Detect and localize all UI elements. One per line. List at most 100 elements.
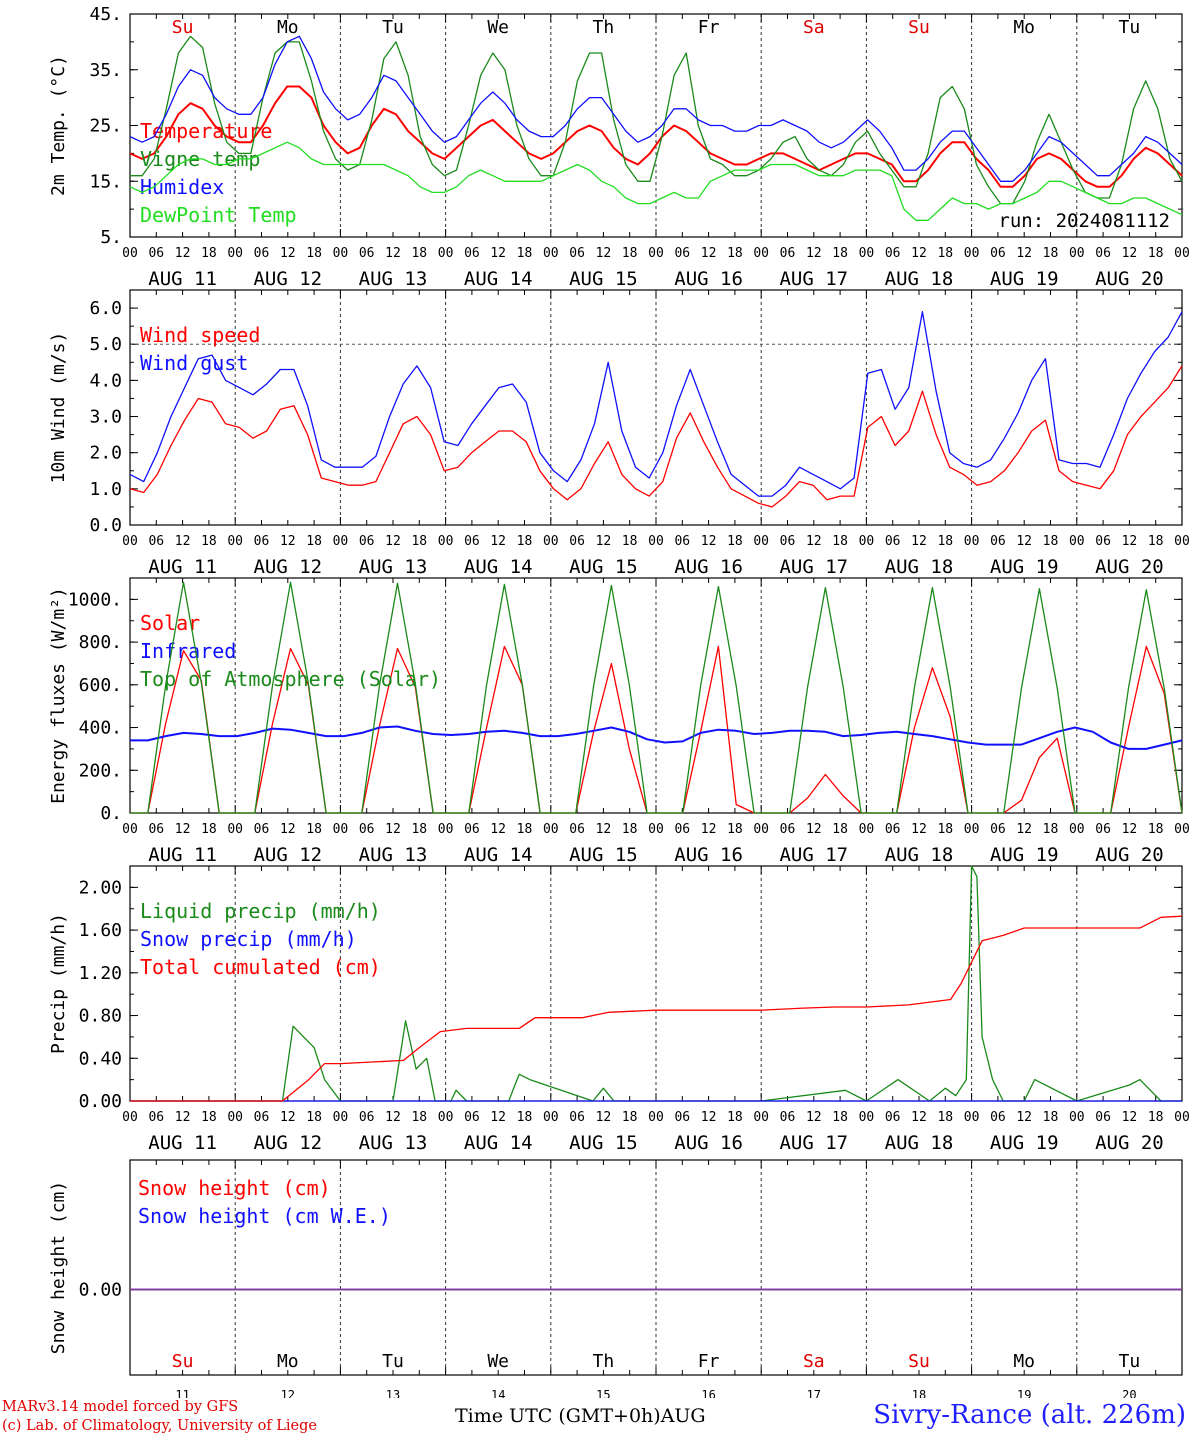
hour-tick-label: 18: [306, 534, 322, 549]
hour-tick-label: 06: [780, 246, 796, 261]
hour-tick-label: 00: [1174, 534, 1190, 549]
meteogram-chart: 5. 15. 25. 35. 45. 2m Temp. (°C) 00 06 12 18 AUG 1…: [48, 4, 1190, 1398]
hour-tick-label: 12: [175, 822, 191, 837]
hour-tick-label: 06: [885, 822, 901, 837]
hour-tick-label: 06: [990, 246, 1006, 261]
hour-tick-label: 18: [832, 1110, 848, 1125]
day-name: Su: [172, 1351, 194, 1372]
date-label: AUG 18: [885, 556, 954, 578]
y-tick-label: 600.: [79, 675, 122, 696]
run-label: run: 2024081112: [998, 210, 1170, 232]
y-tick-label: 0.: [100, 803, 122, 824]
date-label: AUG 20: [1095, 268, 1164, 290]
hour-tick-label: 18: [201, 534, 217, 549]
y-tick-label: 1.0: [89, 479, 122, 500]
y-tick-label: 25.: [89, 116, 122, 137]
hour-tick-label: 00: [1069, 534, 1085, 549]
hour-tick-label: 00: [438, 822, 454, 837]
day-name: Sa: [803, 17, 825, 38]
hour-tick-label: 00: [227, 534, 243, 549]
hour-tick-label: 18: [1148, 1110, 1164, 1125]
hour-tick-label: 18: [937, 1110, 953, 1125]
time-axis-label: Time UTC (GMT+0h)AUG: [455, 1405, 706, 1427]
hour-tick-label: 12: [385, 1110, 401, 1125]
y-tick-label: 0.40: [79, 1048, 122, 1069]
hour-tick-label: 12: [175, 1110, 191, 1125]
hour-tick-label: 12: [701, 246, 717, 261]
date-label: AUG 17: [779, 268, 848, 290]
hour-tick-label: 06: [674, 246, 690, 261]
hour-tick-label: 18: [411, 534, 427, 549]
y-tick-label: 6.0: [89, 298, 122, 319]
series-line: [129, 141, 1183, 221]
y-axis-label: Precip (mm/h): [48, 913, 69, 1054]
footer-credits: MARv3.14 model forced by GFS (c) Lab. of…: [2, 1398, 317, 1436]
hour-tick-label: 18: [727, 246, 743, 261]
day-number: 18: [912, 1388, 926, 1398]
hour-tick-label: 00: [753, 246, 769, 261]
hour-tick-label: 18: [622, 246, 638, 261]
hour-tick-label: 00: [543, 534, 559, 549]
hour-tick-label: 18: [411, 822, 427, 837]
legend-label: Wind gust: [140, 351, 248, 375]
legend-label: Infrared: [140, 639, 236, 663]
hour-tick-label: 12: [175, 246, 191, 261]
hour-tick-label: 00: [859, 534, 875, 549]
hour-tick-label: 00: [753, 1110, 769, 1125]
date-label: AUG 12: [253, 268, 322, 290]
hour-tick-label: 06: [780, 822, 796, 837]
hour-tick-label: 06: [1095, 1110, 1111, 1125]
panel-3: 0. 200. 400. 600. 800. 1000.Energy fluxes (W/…: [48, 577, 1190, 866]
hour-tick-label: 12: [490, 1110, 506, 1125]
date-label: AUG 20: [1095, 1132, 1164, 1154]
hour-tick-label: 18: [306, 822, 322, 837]
hour-tick-label: 00: [964, 822, 980, 837]
hour-tick-label: 06: [464, 534, 480, 549]
hour-tick-label: 18: [201, 822, 217, 837]
hour-tick-label: 12: [280, 822, 296, 837]
hour-tick-label: 12: [596, 534, 612, 549]
day-name: Mo: [1013, 17, 1035, 38]
date-label: AUG 16: [674, 268, 743, 290]
hour-tick-label: 12: [1016, 246, 1032, 261]
hour-tick-label: 00: [543, 246, 559, 261]
day-name: Tu: [1119, 17, 1141, 38]
panel-2: 0.0 1.0 2.0 3.0 4.0 5.0 6.0 10m Wind (m/s) 00 06 1…: [48, 289, 1190, 578]
date-label: AUG 11: [148, 556, 217, 578]
y-tick-label: 1.20: [79, 963, 122, 984]
hour-tick-label: 00: [543, 822, 559, 837]
hour-tick-label: 12: [1016, 534, 1032, 549]
day-name: Su: [908, 1351, 930, 1372]
day-number: 13: [386, 1388, 400, 1398]
hour-tick-label: 18: [1043, 246, 1059, 261]
hour-tick-label: 12: [911, 822, 927, 837]
y-tick-label: 400.: [79, 718, 122, 739]
hour-tick-label: 00: [333, 246, 349, 261]
hour-tick-label: 12: [1122, 534, 1138, 549]
day-number: 12: [281, 1388, 295, 1398]
hour-tick-label: 00: [1069, 246, 1085, 261]
hour-tick-label: 18: [727, 822, 743, 837]
y-tick-label: 0.0: [89, 515, 122, 536]
legend-label: Snow height (cm): [138, 1176, 331, 1200]
hour-tick-label: 00: [859, 246, 875, 261]
hour-tick-label: 18: [832, 534, 848, 549]
hour-tick-label: 12: [701, 822, 717, 837]
hour-tick-label: 06: [569, 822, 585, 837]
y-axis-label: Snow height (cm): [48, 1181, 69, 1354]
y-tick-label: 5.0: [89, 334, 122, 355]
hour-tick-label: 12: [701, 534, 717, 549]
hour-tick-label: 18: [517, 534, 533, 549]
date-label: AUG 18: [885, 844, 954, 866]
hour-tick-label: 06: [254, 246, 270, 261]
day-number: 11: [175, 1388, 189, 1398]
series-line: [129, 311, 1183, 497]
date-label: AUG 14: [464, 268, 533, 290]
day-name: Mo: [277, 1351, 299, 1372]
day-name: We: [487, 1351, 509, 1372]
hour-tick-label: 18: [1148, 246, 1164, 261]
hour-tick-label: 12: [1122, 246, 1138, 261]
hour-tick-label: 12: [1016, 822, 1032, 837]
y-axis-label: Energy fluxes (W/m²): [48, 587, 69, 804]
date-label: AUG 11: [148, 844, 217, 866]
